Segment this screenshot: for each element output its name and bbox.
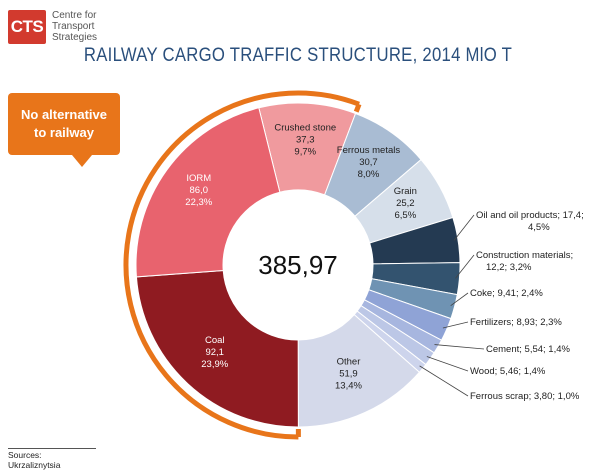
label-ferrous-scrap: Ferrous scrap; 3,80; 1,0% bbox=[470, 391, 580, 402]
label-wood: Wood; 5,46; 1,4% bbox=[470, 366, 546, 377]
label-cement: Cement; 5,54; 1,4% bbox=[486, 344, 571, 355]
label-construction-materials: Construction materials;12,2; 3,2% bbox=[476, 250, 573, 273]
highlight-arc-end bbox=[356, 104, 359, 111]
leader-ferrous-scrap bbox=[420, 366, 468, 396]
highlight-callout: No alternative to railway bbox=[8, 93, 120, 155]
leader-cement bbox=[435, 345, 484, 349]
label-coke: Coke; 9,41; 2,4% bbox=[470, 288, 543, 299]
leader-wood bbox=[427, 356, 468, 371]
center-total: 385,97 bbox=[258, 250, 338, 280]
label-oil-and-oil-products: Oil and oil products; 17,4;4,5% bbox=[476, 210, 584, 233]
leader-oil-and-oil-products bbox=[454, 215, 474, 240]
callout-tail bbox=[72, 155, 92, 167]
label-fertilizers: Fertilizers; 8,93; 2,3% bbox=[470, 317, 562, 328]
